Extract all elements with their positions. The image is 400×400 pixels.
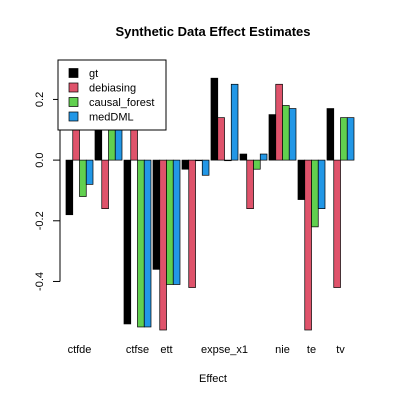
bar-causal_forest-ctfse [137, 159, 145, 328]
y-tick-label: 0.0 [34, 152, 46, 167]
chart-title: Synthetic Data Effect Estimates [115, 24, 310, 39]
legend-label-causal_forest: causal_forest [89, 97, 154, 109]
bar-causal_forest-ctfde [79, 159, 87, 197]
legend-label-debiasing: debiasing [89, 83, 136, 95]
bar-gt-expse_x0 [181, 159, 190, 170]
bar-medDML-ctfde [85, 159, 94, 185]
x-tick-label-expse_x1: expse_x1 [201, 344, 248, 356]
bar-medDML-ctfse [143, 159, 152, 328]
bar-medDML-nie [288, 108, 297, 161]
legend-label-gt: gt [89, 68, 98, 80]
bar-debiasing-expse_x1 [217, 117, 225, 161]
bars [65, 77, 355, 331]
bar-gt-nie [268, 114, 277, 161]
bar-debiasing-tv [333, 159, 341, 288]
bar-debiasing-nie [275, 83, 283, 161]
y-tick-label: -0.2 [34, 211, 46, 230]
bar-causal_forest-expse_x0 [195, 159, 203, 162]
y-tick-label: 0.2 [34, 92, 46, 107]
y-tick-label: -0.4 [34, 272, 46, 291]
bar-debiasing-ett [159, 159, 167, 331]
bar-medDML-te [317, 159, 326, 210]
bar-medDML-expse_x1 [230, 83, 239, 161]
legend-swatch-causal_forest [68, 97, 79, 107]
legend: gt debiasing causal_forest medDML [57, 59, 167, 131]
bar-medDML-expse_x0 [201, 159, 210, 176]
x-tick-label-ctfde: ctfde [68, 344, 92, 356]
bar-gt-ctfde [65, 159, 74, 216]
legend-swatch-debiasing [68, 82, 79, 93]
bar-medDML-nde [259, 153, 268, 161]
x-tick-label-ett: ett [160, 344, 172, 356]
bar-gt-ctfse [123, 159, 132, 325]
bar-medDML-tv [346, 117, 355, 161]
bar-causal_forest-te [311, 159, 319, 228]
x-tick-label-tv: tv [336, 344, 345, 356]
x-axis-label: Effect [199, 373, 227, 385]
bar-gt-te [297, 159, 306, 200]
bar-gt-tv [326, 108, 335, 161]
x-tick-label-ctfse: ctfse [126, 344, 149, 356]
bar-gt-nde [239, 153, 248, 161]
bar-causal_forest-nde [253, 159, 261, 170]
legend-swatch-medDML [68, 111, 79, 122]
legend-swatch-gt [68, 68, 79, 78]
x-axis-tick-labels: ctfde ctfse ett expse_x1 nie te tv [68, 344, 346, 356]
bar-medDML-ett [172, 159, 181, 285]
bar-causal_forest-tv [340, 117, 348, 161]
bar-debiasing-te [304, 159, 312, 331]
bar-causal_forest-nie [282, 105, 290, 161]
legend-label-medDML: medDML [89, 112, 134, 124]
bar-causal_forest-ett [166, 159, 174, 285]
bar-debiasing-ctfie [101, 159, 109, 210]
bar-debiasing-nde [246, 159, 254, 210]
x-tick-label-te: te [307, 344, 316, 356]
bar-causal_forest-expse_x1 [224, 159, 232, 162]
bar-gt-ett [152, 159, 161, 270]
bar-debiasing-expse_x0 [188, 159, 196, 288]
x-tick-label-nie: nie [275, 344, 290, 356]
bar-gt-expse_x1 [210, 77, 219, 161]
